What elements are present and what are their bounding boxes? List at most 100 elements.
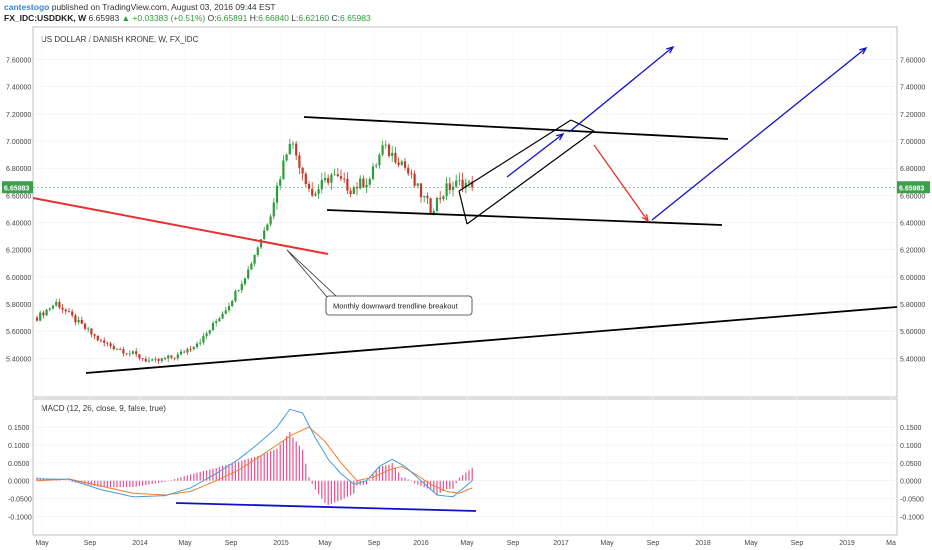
time-tick-label: Sep [791,540,804,547]
price-tick-right: 7.60000 [900,58,925,65]
candle-body [218,318,220,321]
last-price-tag-right-text: 6.65983 [899,185,924,192]
macd-tick-right: 0.0500 [900,461,922,468]
time-tick-label: May [744,540,758,547]
open-label: O: [208,13,217,23]
price-tick-right: 6.40000 [900,221,925,228]
macd-tick-left: 0.1000 [8,443,30,450]
candle-body [321,180,323,189]
candle-body [385,145,387,146]
candle-body [298,155,300,167]
candle-body [238,290,240,291]
candle-body [314,194,316,196]
candle-body [215,321,217,323]
candle-body [46,310,48,316]
macd-tick-left: -0.1000 [8,514,32,521]
candle-body [90,329,92,335]
candle-body [327,178,329,183]
callout-text: Monthly downward trendline breakout [333,302,459,311]
candle-body [305,174,307,184]
candle-body [183,352,185,353]
candle-body [135,351,137,354]
candle-body [36,318,38,321]
author-link[interactable]: cantestogo [4,2,49,12]
candle-body [65,310,67,312]
candle-body [62,308,64,310]
candle-body [170,356,172,358]
candle-body [116,349,118,350]
candle-body [206,333,208,336]
candle-body [257,247,259,255]
candle-body [39,313,41,321]
candle-body [87,329,89,330]
symbol-label: FX_IDC:USDDKK, W [4,13,86,23]
price-tick-left: 6.80000 [6,166,31,173]
candle-body [407,168,409,174]
candle-body [222,314,224,319]
close-value: 6.65983 [340,13,371,23]
candle-body [388,145,390,156]
time-tick-label: 2016 [413,540,429,547]
candle-body [97,336,99,341]
candle-body [71,312,73,316]
time-tick-label: 2017 [553,540,569,547]
candle-body [286,154,288,160]
price-tick-right: 6.00000 [900,275,925,282]
time-tick-label: May [178,540,192,547]
price-tick-right: 6.80000 [900,166,925,173]
price-tick-right: 6.60000 [900,193,925,200]
high-label: H: [250,13,259,23]
price-tick-right: 5.60000 [900,329,925,336]
macd-tick-left: -0.0500 [8,497,32,504]
candle-body [394,153,396,163]
candle-body [68,311,70,312]
candle-body [212,323,214,330]
price-tick-right: 5.80000 [900,302,925,309]
candle-body [94,334,96,335]
candle-body [74,315,76,322]
candle-body [193,347,195,349]
candle-body [129,353,131,354]
candle-body [196,344,198,347]
change-text: ▲ +0.03383 (+0.51%) [122,13,206,23]
time-tick-label: May [318,540,332,547]
candle-body [378,155,380,166]
candle-body [266,225,268,231]
time-tick-label: Ma [886,540,896,547]
candle-body [343,179,345,180]
candle-body [202,336,204,342]
candle-body [126,353,128,354]
candle-body [375,165,377,166]
price-tick-left: 5.60000 [6,329,31,336]
candle-body [311,189,313,196]
time-tick-label: 2015 [273,540,289,547]
candle-body [231,301,233,306]
candle-body [186,349,188,353]
macd-tick-right: -0.1000 [900,514,924,521]
time-tick-label: Sep [507,540,520,547]
candle-body [154,359,156,360]
candle-body [145,359,147,362]
candle-body [458,180,460,181]
candle-body [190,349,192,350]
candle-body [302,168,304,174]
candle-body [158,359,160,361]
candle-body [84,324,86,329]
candle-body [372,166,374,179]
candle-body [103,340,105,342]
time-tick-label: May [600,540,614,547]
ohlc-header: FX_IDC:USDDKK, W 6.65983 ▲ +0.03383 (+0.… [4,13,371,23]
candle-body [279,179,281,185]
candle-body [244,278,246,284]
candle-body [334,174,336,175]
time-tick-label: Sep [84,540,97,547]
candle-body [442,196,444,199]
candle-body [276,186,278,203]
candle-body [151,359,153,360]
candle-body [398,162,400,164]
candle-body [362,179,364,188]
time-tick-label: May [460,540,474,547]
price-tick-left: 6.40000 [6,221,31,228]
candle-body [122,349,124,353]
candle-body [324,178,326,180]
